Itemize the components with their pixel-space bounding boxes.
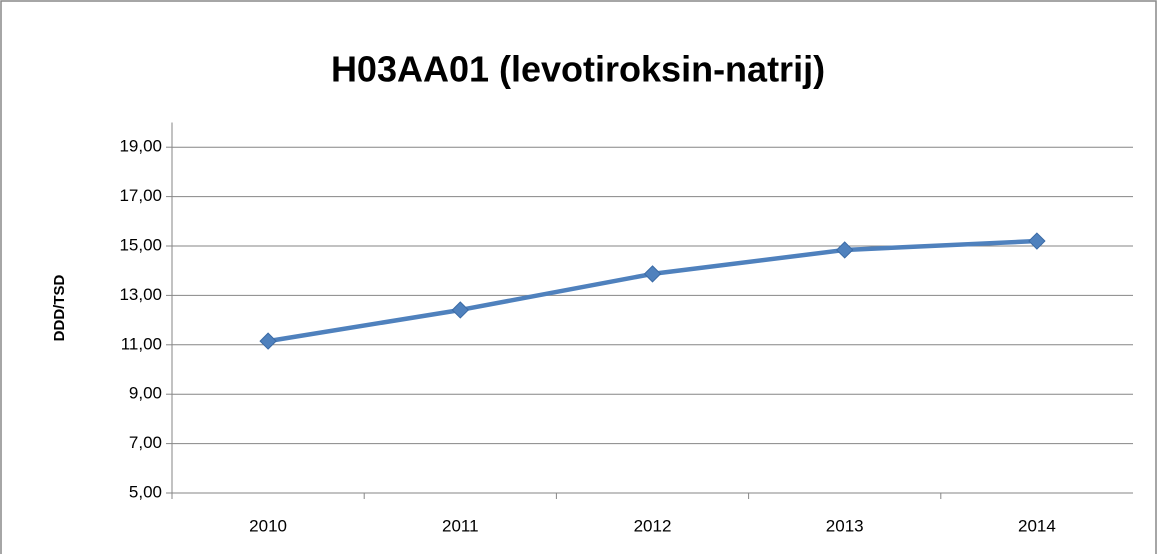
data-point (259, 332, 277, 350)
y-tick-label: 13,00 (119, 285, 162, 304)
x-tick-label: 2013 (826, 516, 864, 535)
x-tick-label: 2010 (249, 516, 287, 535)
data-point (643, 265, 662, 283)
x-tick-label: 2011 (442, 516, 479, 535)
x-tick-label: 2012 (634, 516, 672, 535)
y-axis-label: DDD/TSD (51, 275, 68, 342)
y-tick-label: 17,00 (119, 186, 162, 205)
y-tick-label: 11,00 (121, 334, 162, 353)
y-tick-label: 15,00 (119, 235, 162, 254)
y-tick-label: 19,00 (119, 137, 162, 156)
data-point (1028, 232, 1046, 250)
y-tick-label: 7,00 (129, 433, 162, 452)
y-tick-label: 9,00 (129, 384, 162, 403)
x-tick-label: 2014 (1018, 516, 1056, 535)
data-point (835, 241, 854, 259)
y-tick-label: 5,00 (129, 482, 162, 501)
data-point (451, 301, 470, 319)
chart-title: H03AA01 (levotiroksin-natrij) (331, 49, 825, 90)
